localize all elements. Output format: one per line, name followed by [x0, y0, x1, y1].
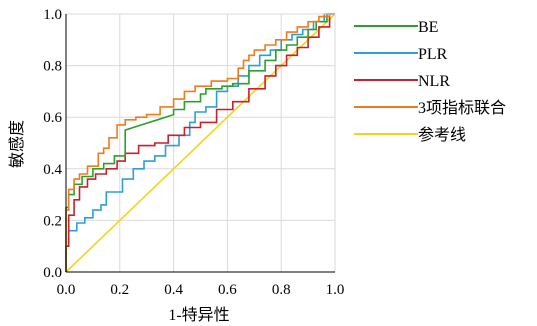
tick-labels: 0.0 0.2 0.4 0.6 0.8 1.0 0.0 0.2 0.4 0.6 0.8 1.0 — [43, 7, 344, 298]
series-line-2 — [65, 13, 335, 272]
x-axis-label: 1-特异性 — [168, 306, 229, 324]
y-tick-label: 0.0 — [43, 265, 62, 281]
x-tick-label: 1.0 — [326, 282, 345, 298]
y-tick-label: 0.4 — [43, 162, 62, 178]
y-tick-label: 0.2 — [43, 213, 62, 229]
y-tick-label: 0.8 — [43, 59, 62, 75]
legend-label: PLR — [418, 46, 448, 63]
series-lines — [65, 13, 336, 273]
x-tick-label: 0.6 — [218, 282, 237, 298]
series-line-4 — [65, 13, 336, 273]
y-tick-label: 0.6 — [43, 110, 62, 126]
legend-label: 参考线 — [418, 126, 466, 144]
legend-label: NLR — [418, 73, 450, 90]
x-tick-label: 0.4 — [164, 282, 183, 298]
legend-label: BE — [418, 19, 438, 36]
series-line-3 — [65, 13, 335, 272]
y-axis-label: 敏感度 — [8, 120, 26, 168]
plot-frame — [65, 13, 336, 273]
x-tick-label: 0.0 — [57, 282, 76, 298]
y-tick-label: 1.0 — [43, 7, 62, 23]
x-tick-label: 0.2 — [110, 282, 129, 298]
series-line-0 — [65, 13, 335, 272]
legend-label: 3项指标联合 — [418, 99, 506, 117]
x-tick-label: 0.8 — [272, 282, 291, 298]
